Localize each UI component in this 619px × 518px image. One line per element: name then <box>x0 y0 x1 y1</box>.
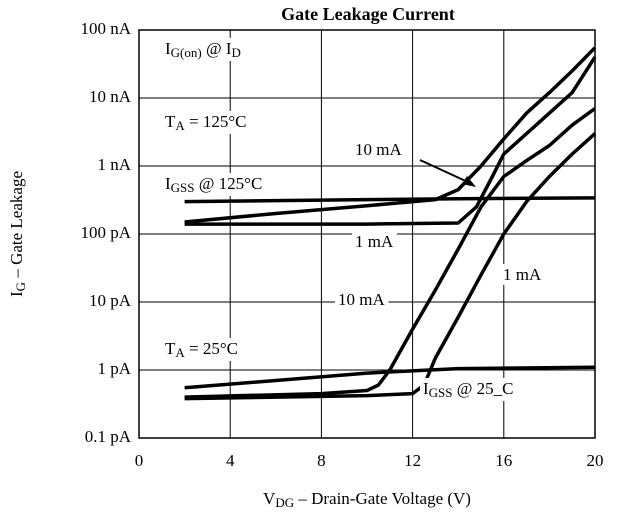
annotation-text: IGSS @ 125°C <box>165 174 262 195</box>
annotation-text: IGSS @ 25_C <box>423 379 514 400</box>
annotation-text: TA = 25°C <box>165 339 238 360</box>
annotation-text: IG(on) @ ID <box>165 39 241 60</box>
text-part: 10 mA <box>355 140 402 159</box>
subscript: A <box>175 345 185 360</box>
text-part: @ 125°C <box>195 174 263 193</box>
text-part: @ I <box>202 39 232 58</box>
series-line <box>184 196 596 204</box>
y-tick-label: 1 nA <box>97 155 131 174</box>
annotation-bg <box>335 288 389 310</box>
x-tick-label: 8 <box>317 451 326 470</box>
annotation-bg <box>162 337 242 361</box>
annotation: 1 mA <box>500 263 545 285</box>
y-tick-label: 10 pA <box>89 291 132 310</box>
subscript: G <box>13 282 28 291</box>
text-part: T <box>165 339 176 358</box>
annotation: TA = 25°C <box>162 337 242 361</box>
y-tick-label: 1 pA <box>97 359 131 378</box>
annotation: IGSS @ 25_C <box>420 377 517 401</box>
x-tick-label: 20 <box>587 451 604 470</box>
annotation-text: TA = 125°C <box>165 112 247 133</box>
text-part: = 125°C <box>185 112 247 131</box>
text-part: T <box>165 112 176 131</box>
annotation-bg <box>162 172 266 196</box>
annotation: 1 mA <box>352 230 397 252</box>
annotation-text: 1 mA <box>503 265 542 284</box>
annotation-text: 1 mA <box>355 232 394 251</box>
plot-frame <box>138 29 596 439</box>
annotation: TA = 125°C <box>162 110 250 134</box>
annotation-bg <box>162 37 244 61</box>
text-part: I <box>423 379 429 398</box>
y-tick-label: 100 pA <box>80 223 131 242</box>
text-part: 1 mA <box>355 232 394 251</box>
annotation-bg <box>420 377 517 401</box>
annotation-bg <box>352 230 397 252</box>
annotation: IG(on) @ ID <box>162 37 244 61</box>
text-part: – Drain-Gate Voltage (V) <box>294 489 471 508</box>
chart-title: Gate Leakage Current <box>281 4 455 24</box>
text-part: 1 mA <box>503 265 542 284</box>
series-line <box>184 56 597 226</box>
subscript: A <box>175 118 185 133</box>
x-tick-label: 16 <box>495 451 512 470</box>
series-line <box>184 107 597 399</box>
annotation-bg <box>352 138 406 160</box>
arrow <box>419 159 471 184</box>
annotation: 10 mA <box>352 138 406 160</box>
annotation: 10 mA <box>335 288 389 310</box>
x-axis-label: VDG – Drain-Gate Voltage (V) <box>263 489 471 510</box>
annotation-text: 10 mA <box>338 290 385 309</box>
text-part: @ 25_C <box>453 379 514 398</box>
text-part: I <box>7 291 26 297</box>
y-tick-label: 100 nA <box>80 19 131 38</box>
annotation-bg <box>500 263 545 285</box>
annotation-text: 10 mA <box>355 140 402 159</box>
text-part: – Gate Leakage <box>7 171 26 282</box>
subscript: G(on) <box>171 45 202 60</box>
y-tick-label: 0.1 pA <box>85 427 132 446</box>
annotation-bg <box>162 110 250 134</box>
x-tick-label: 0 <box>135 451 144 470</box>
text-part: I <box>165 39 171 58</box>
annotation: IGSS @ 125°C <box>162 172 266 196</box>
series-line <box>184 46 597 224</box>
text-part: I <box>165 174 171 193</box>
text-part: V <box>263 489 276 508</box>
x-tick-label: 4 <box>226 451 235 470</box>
subscript: D <box>232 45 241 60</box>
y-axis-label: IG – Gate Leakage <box>7 171 28 297</box>
y-tick-label: 10 nA <box>89 87 132 106</box>
subscript: GSS <box>171 180 195 195</box>
text-part: = 25°C <box>185 339 238 358</box>
x-tick-label: 12 <box>404 451 421 470</box>
text-part: 10 mA <box>338 290 385 309</box>
series-line <box>184 132 597 401</box>
subscript: GSS <box>429 385 453 400</box>
subscript: DG <box>275 495 294 510</box>
series-line <box>184 365 596 390</box>
